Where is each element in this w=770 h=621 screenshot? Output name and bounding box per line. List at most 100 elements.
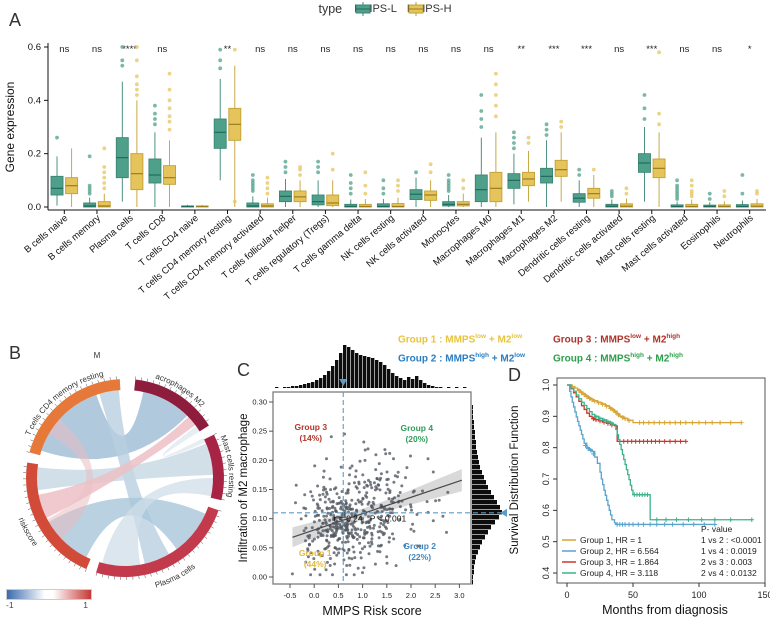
- svg-text:0.6: 0.6: [541, 504, 551, 517]
- svg-text:0: 0: [564, 590, 569, 600]
- svg-text:***: ***: [646, 44, 657, 55]
- svg-text:r = 0.24 , P < 0.001: r = 0.24 , P < 0.001: [334, 514, 407, 524]
- scale-max-label: 1: [83, 600, 88, 610]
- svg-text:ns: ns: [614, 44, 624, 55]
- group-definitions-legend: Group 1 : MMPSlow + M2low Group 2 : MMPS…: [398, 333, 723, 371]
- svg-text:0.6: 0.6: [28, 42, 41, 53]
- svg-text:ns: ns: [59, 44, 69, 55]
- survival-curve-group-2: Group 2, HR = 6.564: [562, 384, 718, 556]
- svg-text:ns: ns: [386, 44, 396, 55]
- svg-text:Group 4, HR = 3.118: Group 4, HR = 3.118: [580, 568, 658, 578]
- svg-text:****: ****: [122, 44, 137, 55]
- svg-text:2.5: 2.5: [430, 591, 440, 600]
- svg-text:2 vs 4 : 0.0132: 2 vs 4 : 0.0132: [701, 568, 757, 578]
- survival-curve-group-4: Group 4, HR = 3.118: [562, 384, 755, 578]
- legend-title: type: [318, 2, 343, 16]
- svg-text:ns: ns: [679, 44, 689, 55]
- panel-b-label: B: [9, 343, 22, 363]
- svg-text:Gene expression: Gene expression: [3, 82, 17, 173]
- svg-text:1.5: 1.5: [382, 591, 392, 600]
- svg-text:ns: ns: [451, 44, 461, 55]
- scale-min-label: -1: [6, 600, 14, 610]
- svg-text:(14%): (14%): [299, 433, 322, 443]
- svg-text:**: **: [518, 44, 526, 55]
- svg-text:ns: ns: [712, 44, 722, 55]
- svg-text:Group 3, HR = 1.864: Group 3, HR = 1.864: [580, 557, 659, 567]
- svg-text:MMPS Risk score: MMPS Risk score: [322, 604, 421, 618]
- mmps-l-box-icon: [355, 2, 371, 16]
- svg-text:0.4: 0.4: [541, 567, 551, 580]
- svg-text:ns: ns: [288, 44, 298, 55]
- survival-curve-group-1: Group 1, HR = 1: [562, 384, 744, 545]
- correlation-scale: -1 1: [6, 589, 101, 610]
- svg-text:50: 50: [628, 590, 638, 600]
- svg-text:0.8: 0.8: [541, 441, 551, 454]
- svg-text:3.0: 3.0: [454, 591, 464, 600]
- svg-text:2.0: 2.0: [406, 591, 416, 600]
- svg-text:0.9: 0.9: [541, 410, 551, 423]
- svg-text:Group 4: Group 4: [401, 423, 434, 433]
- mmps-h-box-icon: [408, 2, 424, 16]
- svg-text:0.20: 0.20: [252, 456, 267, 465]
- svg-text:ns: ns: [320, 44, 330, 55]
- svg-text:Group 1: Group 1: [299, 548, 332, 558]
- svg-text:Group 2, HR = 6.564: Group 2, HR = 6.564: [580, 546, 659, 556]
- boxplot-legend: type MMPS-L MMPS-H: [0, 2, 770, 16]
- svg-text:1.0: 1.0: [357, 591, 367, 600]
- svg-text:0.10: 0.10: [252, 514, 267, 523]
- svg-text:(44%): (44%): [304, 559, 327, 569]
- svg-text:0.15: 0.15: [252, 485, 267, 494]
- svg-text:*: *: [748, 44, 752, 55]
- svg-text:0.30: 0.30: [252, 398, 267, 407]
- svg-text:0.00: 0.00: [252, 573, 267, 582]
- svg-text:**: **: [224, 44, 232, 55]
- svg-text:M: M: [94, 351, 101, 360]
- svg-text:0.2: 0.2: [28, 149, 41, 160]
- correlation-scale-labels: -1 1: [6, 600, 90, 610]
- svg-text:Survival Distribution Function: Survival Distribution Function: [509, 406, 521, 555]
- svg-text:ns: ns: [418, 44, 428, 55]
- svg-text:0.25: 0.25: [252, 427, 267, 436]
- svg-text:(22%): (22%): [408, 552, 431, 562]
- legend-item-mmps-l: MMPS-L: [354, 2, 397, 16]
- svg-text:Infiltration of M2 macrophage: Infiltration of M2 macrophage: [238, 414, 250, 563]
- scatter-points: [290, 432, 450, 577]
- svg-text:***: ***: [581, 44, 592, 55]
- scatter-panel: Group 3(14%) Group 4(20%) Group 1(44%) Grou…: [238, 345, 507, 618]
- panel-a-label: A: [9, 10, 22, 30]
- group-1-definition: Group 1 : MMPSlow + M2low: [398, 333, 523, 346]
- survival-layer: 0 50 100 150 1.0 0.9 0.8 0.7 0.6 0.5 0.4 Months fro…: [509, 377, 770, 617]
- panel-d-label: D: [508, 365, 522, 385]
- svg-text:ns: ns: [353, 44, 363, 55]
- svg-text:(20%): (20%): [405, 434, 428, 444]
- svg-text:100: 100: [691, 590, 706, 600]
- svg-text:ns: ns: [92, 44, 102, 55]
- svg-text:2 vs 3 : 0.003: 2 vs 3 : 0.003: [701, 557, 752, 567]
- svg-text:P- value: P- value: [701, 524, 732, 534]
- svg-text:0.7: 0.7: [541, 473, 551, 486]
- svg-text:ns: ns: [157, 44, 167, 55]
- svg-text:0.0: 0.0: [309, 591, 319, 600]
- panel-c-label: C: [237, 360, 251, 380]
- svg-text:1 vs 4 : 0.0019: 1 vs 4 : 0.0019: [701, 546, 757, 556]
- svg-text:1.0: 1.0: [541, 379, 551, 392]
- svg-text:ns: ns: [484, 44, 494, 55]
- svg-text:150: 150: [757, 590, 770, 600]
- svg-text:Months from diagnosis: Months from diagnosis: [602, 603, 728, 617]
- svg-text:-0.5: -0.5: [284, 591, 297, 600]
- svg-text:ns: ns: [255, 44, 265, 55]
- svg-text:0.0: 0.0: [28, 202, 41, 213]
- group-3-definition: Group 3 : MMPSlow + M2high: [553, 333, 681, 346]
- svg-text:***: ***: [548, 44, 559, 55]
- group-4-definition: Group 4 : MMPShigh + M2high: [553, 352, 683, 365]
- svg-text:0.4: 0.4: [28, 95, 41, 106]
- svg-text:0.5: 0.5: [333, 591, 343, 600]
- survival-panel: 0 50 100 150 1.0 0.9 0.8 0.7 0.6 0.5 0.4 Months fro…: [509, 377, 770, 617]
- correlation-gradient-bar: [6, 589, 92, 600]
- svg-text:Group 3: Group 3: [295, 422, 328, 432]
